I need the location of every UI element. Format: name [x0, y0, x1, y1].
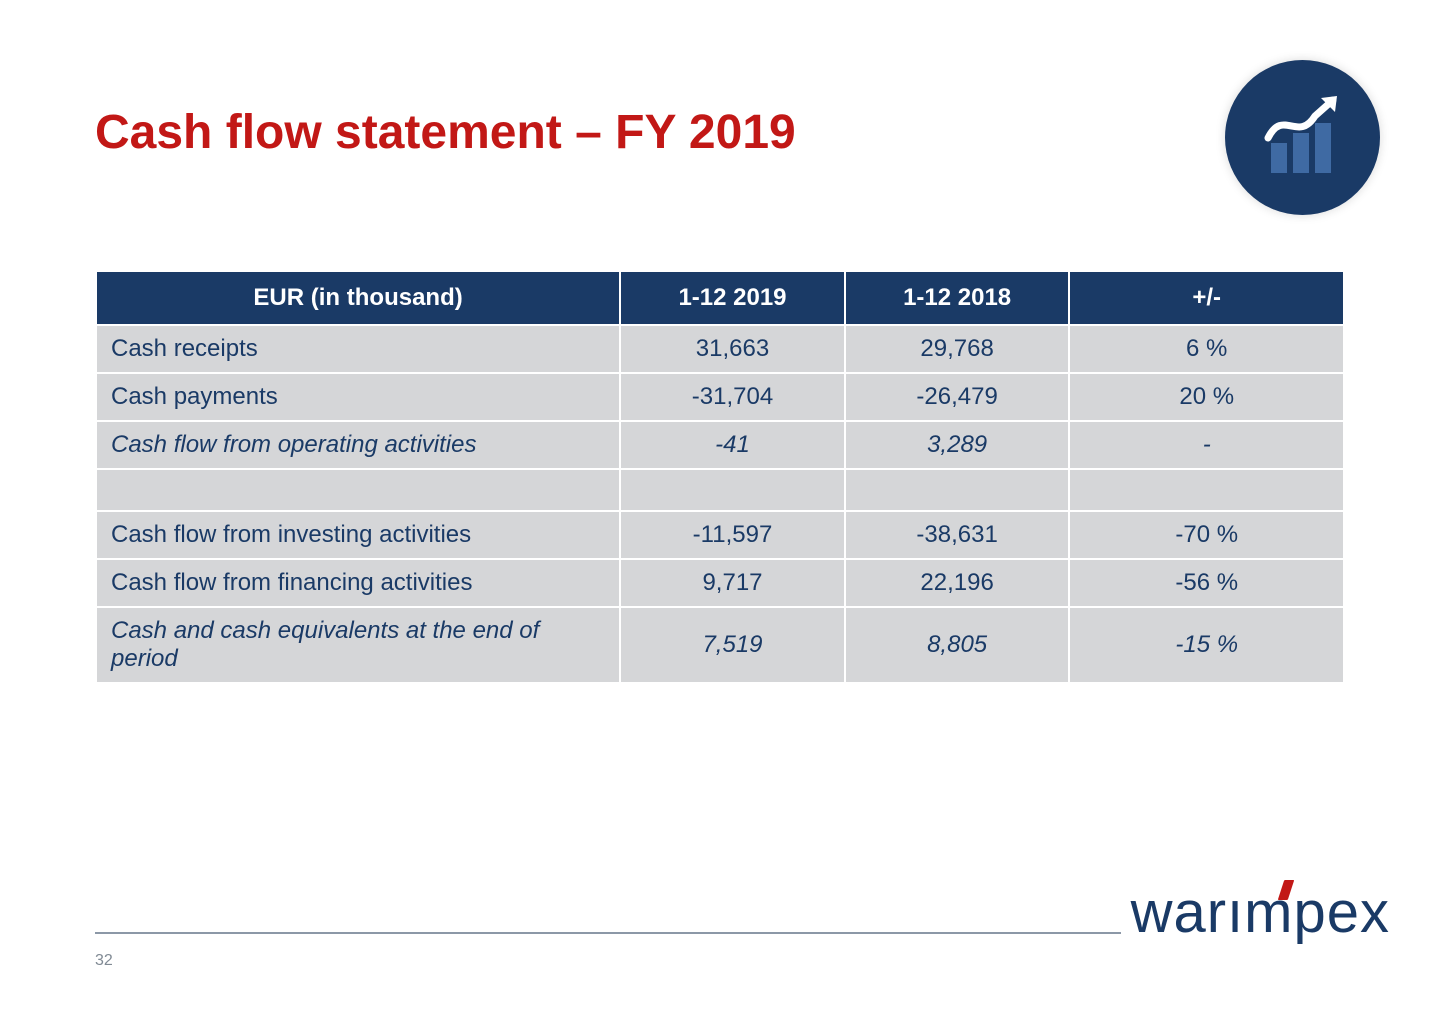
cell-2018: -38,631	[845, 511, 1070, 559]
cell-2018: -26,479	[845, 373, 1070, 421]
cell-delta	[1069, 469, 1344, 511]
table-row	[96, 469, 1344, 511]
cell-2018: 22,196	[845, 559, 1070, 607]
cell-label: Cash and cash equivalents at the end of …	[96, 607, 620, 683]
cell-delta: 20 %	[1069, 373, 1344, 421]
cell-label: Cash receipts	[96, 325, 620, 373]
table-row: Cash flow from operating activities-413,…	[96, 421, 1344, 469]
cell-2019: -31,704	[620, 373, 845, 421]
cell-2019: 9,717	[620, 559, 845, 607]
cell-2019: -11,597	[620, 511, 845, 559]
cell-label: Cash flow from financing activities	[96, 559, 620, 607]
cell-2018: 29,768	[845, 325, 1070, 373]
brand-logo: warımpex	[1131, 884, 1390, 942]
col-header-label: EUR (in thousand)	[96, 271, 620, 325]
slide: Cash flow statement – FY 2019 EUR (in th…	[0, 0, 1440, 1018]
cell-delta: -56 %	[1069, 559, 1344, 607]
table-row: Cash flow from financing activities9,717…	[96, 559, 1344, 607]
cell-2018	[845, 469, 1070, 511]
cell-label	[96, 469, 620, 511]
cell-delta: 6 %	[1069, 325, 1344, 373]
header-row: Cash flow statement – FY 2019	[95, 85, 1345, 215]
page-title: Cash flow statement – FY 2019	[95, 105, 796, 160]
cell-label: Cash payments	[96, 373, 620, 421]
chart-icon	[1225, 60, 1380, 215]
cell-2018: 8,805	[845, 607, 1070, 683]
cell-label: Cash flow from operating activities	[96, 421, 620, 469]
page-number: 32	[95, 952, 1390, 970]
col-header-2018: 1-12 2018	[845, 271, 1070, 325]
cell-2019: 31,663	[620, 325, 845, 373]
table-row: Cash and cash equivalents at the end of …	[96, 607, 1344, 683]
cell-label: Cash flow from investing activities	[96, 511, 620, 559]
slide-footer: warımpex 32	[95, 884, 1390, 970]
col-header-2019: 1-12 2019	[620, 271, 845, 325]
cell-2019	[620, 469, 845, 511]
table-row: Cash receipts31,66329,7686 %	[96, 325, 1344, 373]
footer-divider	[95, 932, 1121, 934]
cell-2019: 7,519	[620, 607, 845, 683]
table-header-row: EUR (in thousand) 1-12 2019 1-12 2018 +/…	[96, 271, 1344, 325]
cell-delta: -70 %	[1069, 511, 1344, 559]
cashflow-table: EUR (in thousand) 1-12 2019 1-12 2018 +/…	[95, 270, 1345, 684]
table-row: Cash flow from investing activities-11,5…	[96, 511, 1344, 559]
col-header-delta: +/-	[1069, 271, 1344, 325]
cell-2018: 3,289	[845, 421, 1070, 469]
cell-delta: -15 %	[1069, 607, 1344, 683]
cell-delta: -	[1069, 421, 1344, 469]
table-row: Cash payments-31,704-26,47920 %	[96, 373, 1344, 421]
footer-line-wrap: warımpex	[95, 884, 1390, 942]
brand-text: warımpex	[1131, 880, 1390, 945]
cell-2019: -41	[620, 421, 845, 469]
